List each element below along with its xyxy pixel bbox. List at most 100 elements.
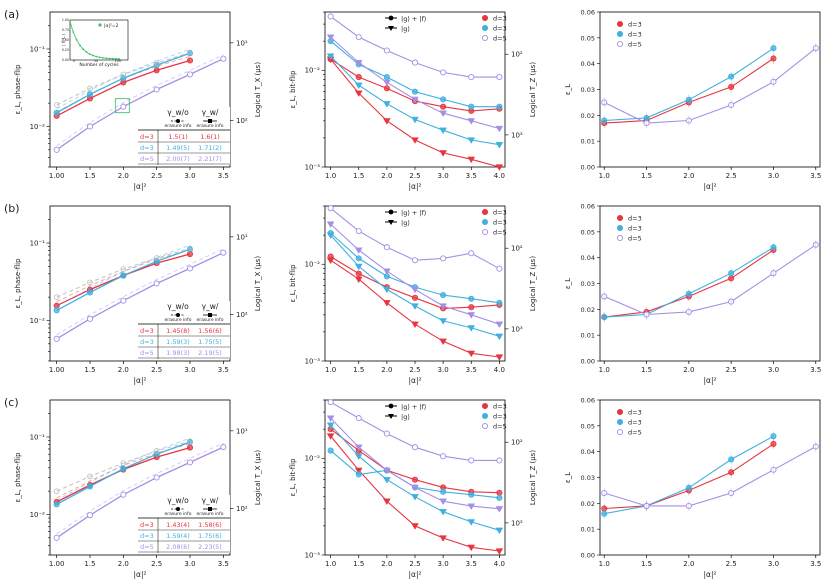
data-point	[468, 304, 475, 311]
data-point	[440, 488, 447, 495]
data-point-triangle	[467, 350, 476, 358]
legend-marker	[388, 15, 394, 21]
data-point-triangle	[439, 498, 447, 506]
data-point	[86, 315, 94, 322]
x-tick-label: 1.5	[641, 172, 652, 180]
data-point	[86, 91, 94, 98]
legend-label: d=3	[493, 25, 507, 33]
x-tick-label: 2.0	[381, 560, 392, 568]
y-axis-label: ε_L, bit-flip	[289, 458, 297, 497]
legend-marker	[481, 14, 489, 22]
inset-x-label: Number of cycles	[79, 62, 119, 68]
x-tick-label: 2.5	[726, 366, 737, 374]
data-point-triangle	[354, 453, 363, 461]
legend-label: |g⟩ + |f⟩	[401, 209, 426, 217]
panel-label: (b)	[4, 202, 20, 215]
data-point-triangle	[411, 523, 419, 530]
legend-label: |g⟩ + |f⟩	[401, 403, 426, 411]
data-point	[496, 74, 503, 81]
y-tick-label: 0.01	[581, 138, 595, 146]
y2-axis-label: Logical T_X (μs)	[254, 450, 262, 505]
legend-marker	[388, 26, 394, 31]
x-tick-label: 2.5	[151, 172, 162, 180]
table-header-w: γ_w/	[202, 302, 219, 311]
y-tick-label: 10⁻¹	[30, 239, 46, 247]
inset-legend-marker	[98, 23, 102, 27]
table-bg	[138, 301, 230, 359]
data-point	[355, 471, 362, 478]
panel-c-phase: (c) 1.00 1.5 2.0 2.5 3.0 3.5 |α|² 10⁻² 10⁻¹ ε_L, p…	[4, 396, 262, 579]
inset-legend-label: |α|²=2	[104, 23, 119, 29]
data-point-triangle	[383, 300, 391, 307]
legend-label: d=5	[493, 423, 507, 431]
data-point	[120, 491, 127, 498]
x-tick-label: 3.0	[438, 560, 449, 568]
x-tick-label: 2.0	[683, 172, 694, 180]
x-axis-label: |α|²	[408, 376, 421, 385]
legend-label: |g⟩	[401, 25, 410, 33]
inset-x-tick: 100	[115, 59, 122, 63]
legend-marker	[481, 34, 489, 42]
series-line	[330, 15, 500, 78]
legend-label: d=5	[493, 35, 507, 43]
data-point	[53, 335, 60, 342]
legend-label: d=3	[628, 225, 642, 233]
x-tick-label: 3.0	[438, 172, 449, 180]
table-gamma-wo: 1.59(3)	[166, 338, 190, 346]
y2-tick-label: 10²	[511, 51, 523, 59]
data-point	[383, 430, 390, 437]
y2-tick-label: 10³	[511, 131, 523, 139]
data-point-triangle	[439, 318, 447, 325]
data-point	[220, 55, 227, 62]
table-d: d=3	[140, 144, 154, 152]
y-tick-label: 0.04	[581, 448, 595, 456]
data-point	[53, 501, 60, 508]
panel-label: (a)	[4, 8, 19, 21]
y-tick-label: 10⁻²	[30, 123, 46, 131]
legend-marker	[388, 403, 394, 409]
table-sub-w: erasure info	[197, 511, 224, 517]
data-point	[186, 265, 194, 272]
y2-tick-label: 10²	[511, 439, 523, 447]
legend-marker	[616, 40, 624, 48]
legend-marker	[388, 414, 394, 419]
data-point-triangle	[383, 286, 391, 294]
y-axis-label: ε_L	[564, 472, 572, 483]
x-tick-label: 2.5	[409, 560, 420, 568]
data-point-triangle	[495, 142, 504, 149]
data-point-triangle	[354, 263, 363, 271]
y-tick-label: 0.03	[581, 280, 595, 288]
data-point	[187, 49, 193, 56]
data-point-triangle	[326, 257, 335, 265]
data-point-triangle	[411, 116, 419, 124]
table-d: d=5	[140, 543, 154, 551]
legend-label: d=3	[628, 21, 642, 29]
data-point-triangle	[383, 79, 391, 87]
y2-axis-label: Logical T_X (μs)	[254, 256, 262, 311]
y-tick-label: 0.00	[581, 552, 595, 560]
data-point-triangle	[439, 535, 447, 542]
x-tick-label: 1.5	[641, 366, 652, 374]
table-d: d=3	[140, 532, 154, 540]
y-tick-label: 10⁻³	[305, 164, 321, 172]
table-gamma-wo: 1.45(8)	[166, 327, 190, 335]
data-point	[186, 71, 194, 78]
data-point-triangle	[467, 503, 476, 511]
panel-a-sum: 1.0 1.5 2.0 2.5 3.0 3.5 |α|² 0.00 0.01 0.02 0.03 0.…	[564, 9, 821, 192]
x-tick-label: 3.5	[218, 366, 229, 374]
y-axis-label: ε_L	[564, 278, 572, 289]
data-point-triangle	[383, 268, 391, 275]
x-tick-label: 1.0	[325, 560, 336, 568]
y-tick-label: 0.03	[581, 86, 595, 94]
data-point	[411, 88, 419, 95]
panel-label: (c)	[4, 396, 19, 409]
inset-x-tick: 0	[73, 59, 75, 63]
legend-label: |g⟩	[401, 413, 410, 421]
legend-marker	[616, 224, 624, 232]
y2-tick-label: 10²	[511, 245, 523, 253]
panel-c-bit: 1.0 1.5 2.0 2.5 3.0 3.5 4.0 |α|² 10⁻³ 10⁻² ε_L, bi…	[289, 399, 537, 579]
data-point-triangle	[354, 247, 363, 255]
data-point	[53, 488, 60, 494]
x-tick-label: 3.0	[768, 172, 779, 180]
y-tick-label: 0.02	[581, 500, 595, 508]
